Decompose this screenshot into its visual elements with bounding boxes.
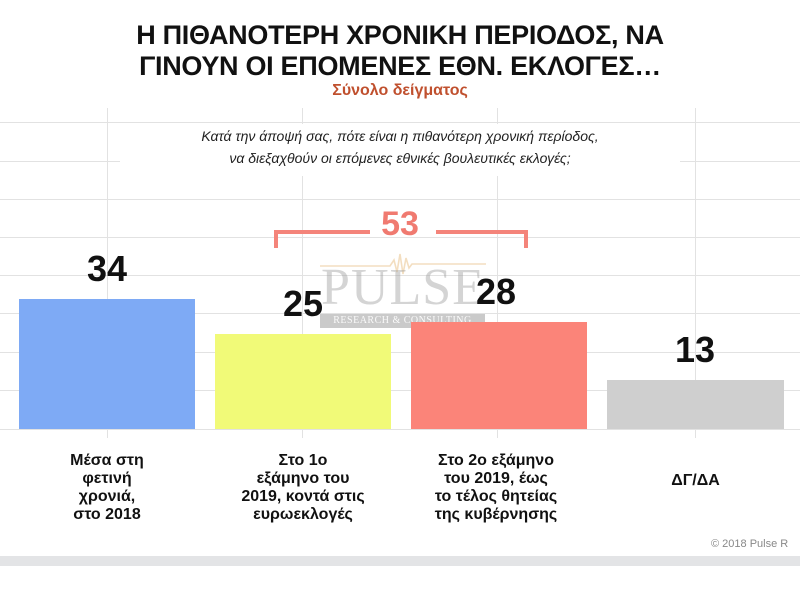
bracket-sum-value: 53 [381, 205, 419, 243]
copyright-notice: © 2018 Pulse R [711, 538, 789, 550]
category-label-2019-h2: Στο 2ο εξάμηνο του 2019, έως το τέλος θη… [408, 452, 584, 524]
bracket-left-horizontal [274, 230, 370, 234]
label-line: του 2019, έως [444, 470, 548, 487]
label-line: φετινή [82, 470, 132, 487]
watermark-brand: PULSE [321, 259, 485, 316]
label-line: ΔΓ/ΔΑ [671, 472, 720, 489]
question-line1: Κατά την άποψή σας, πότε είναι η πιθανότ… [201, 128, 599, 144]
bracket-right-tick [524, 230, 528, 248]
category-label-dont-know: ΔΓ/ΔΑ [607, 472, 784, 490]
category-label-2018: Μέσα στη φετινή χρονιά, στο 2018 [19, 452, 195, 524]
label-line: ευρωεκλογές [253, 506, 353, 523]
bottom-divider [0, 556, 800, 566]
label-line: Στο 1ο [278, 452, 328, 469]
question-background [120, 124, 680, 176]
gridline [0, 237, 800, 238]
bar-2019-h1 [215, 334, 391, 429]
label-line: Στο 2ο εξάμηνο [438, 452, 554, 469]
bar-dont-know [607, 380, 784, 429]
bar-2018 [19, 299, 195, 429]
category-label-2019-h1: Στο 1ο εξάμηνο του 2019, κοντά στις ευρω… [215, 452, 391, 524]
pulse-wave-icon [320, 253, 486, 275]
gridline [0, 275, 800, 276]
bar-2019-h2 [411, 322, 587, 429]
gridline [0, 199, 800, 200]
bar-value-2019-h1: 25 [282, 283, 324, 324]
gridline [0, 352, 800, 353]
label-line: το τέλος θητείας [434, 488, 558, 505]
bracket-right-horizontal [436, 230, 528, 234]
label-line: εξάμηνο του [256, 470, 350, 487]
label-line: 2019, κοντά στις [241, 488, 365, 505]
label-line: της κυβέρνησης [434, 506, 558, 523]
gridline [107, 108, 108, 438]
label-line: Μέσα στη [70, 452, 144, 469]
gridline [695, 108, 696, 438]
gridline [302, 108, 303, 438]
gridline [497, 108, 498, 438]
label-line: χρονιά, [78, 488, 136, 505]
question-line2: να διεξαχθούν οι επόμενες εθνικές βουλευ… [229, 150, 571, 166]
page-background [0, 566, 800, 600]
chart-title-line1: Η ΠΙΘΑΝΟΤΕΡΗ ΧΡΟΝΙΚΗ ΠΕΡΙΟΔΟΣ, ΝΑ [136, 20, 664, 50]
gridline [0, 390, 800, 391]
chart-panel [0, 0, 800, 556]
label-line: στο 2018 [73, 506, 141, 523]
gridline [0, 313, 800, 314]
bracket-left-tick [274, 230, 278, 248]
bar-value-2018: 34 [86, 248, 128, 289]
bar-value-2019-h2: 28 [475, 271, 517, 312]
bar-value-dont-know: 13 [674, 329, 716, 370]
gridline [0, 429, 800, 430]
gridline [0, 122, 800, 123]
chart-title-line2: ΓΙΝΟΥΝ ΟΙ ΕΠΟΜΕΝΕΣ ΕΘΝ. ΕΚΛΟΓΕΣ… [139, 51, 661, 81]
chart-subtitle: Σύνολο δείγματος [332, 82, 468, 99]
